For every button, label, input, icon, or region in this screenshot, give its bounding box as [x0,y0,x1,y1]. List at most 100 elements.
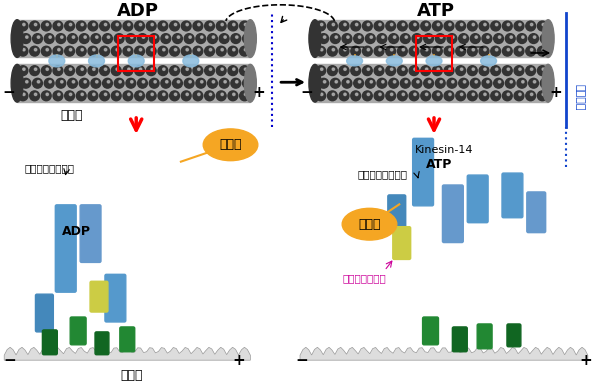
Circle shape [65,91,74,101]
Circle shape [391,93,393,95]
Circle shape [95,36,98,38]
Circle shape [81,93,83,95]
Circle shape [34,23,37,26]
Circle shape [231,78,241,88]
Circle shape [370,36,373,38]
Circle shape [112,46,121,56]
Circle shape [529,33,538,44]
Circle shape [351,46,361,56]
Circle shape [186,93,188,95]
Circle shape [208,33,217,44]
Text: ADP: ADP [62,224,91,238]
Circle shape [100,21,109,31]
Circle shape [437,68,440,70]
Circle shape [316,21,326,31]
Circle shape [228,91,238,101]
Circle shape [146,21,156,31]
Text: −: − [296,353,308,368]
Circle shape [104,68,107,70]
Circle shape [49,36,52,38]
Text: +: + [252,85,265,100]
Circle shape [505,33,515,44]
Circle shape [224,36,226,38]
Circle shape [181,46,191,56]
Circle shape [456,21,466,31]
Circle shape [316,91,326,101]
Circle shape [46,68,49,70]
Circle shape [119,36,121,38]
Circle shape [332,49,335,51]
Circle shape [344,49,346,51]
Circle shape [131,80,133,83]
Circle shape [137,78,148,88]
Circle shape [358,36,361,38]
Circle shape [228,66,238,75]
Circle shape [134,21,145,31]
Circle shape [46,93,49,95]
Circle shape [514,66,524,75]
Circle shape [217,21,226,31]
Circle shape [374,66,384,75]
Circle shape [193,66,203,75]
Circle shape [526,21,536,31]
Circle shape [209,68,212,70]
Circle shape [389,33,398,44]
Circle shape [197,68,200,70]
Circle shape [397,91,407,101]
Circle shape [444,91,454,101]
Circle shape [103,33,112,44]
Circle shape [391,68,393,70]
Circle shape [205,46,214,56]
Circle shape [358,80,361,83]
Circle shape [533,36,536,38]
Circle shape [412,33,422,44]
Circle shape [104,93,107,95]
Ellipse shape [481,56,497,66]
Circle shape [177,80,179,83]
Ellipse shape [347,56,362,66]
Circle shape [233,93,235,95]
Circle shape [128,93,130,95]
Circle shape [499,80,501,83]
Circle shape [374,21,384,31]
Circle shape [391,23,393,26]
Circle shape [186,68,188,70]
Circle shape [163,49,165,51]
Circle shape [382,80,384,83]
Circle shape [519,23,521,26]
Circle shape [84,80,86,83]
Circle shape [484,23,486,26]
Circle shape [362,46,372,56]
Circle shape [228,46,238,56]
Circle shape [421,66,431,75]
Circle shape [409,21,419,31]
Circle shape [533,80,536,83]
Circle shape [79,78,89,88]
Circle shape [142,80,145,83]
Text: カーゴ: カーゴ [358,218,381,231]
Circle shape [184,33,194,44]
Circle shape [242,33,253,44]
Circle shape [367,49,370,51]
Circle shape [319,33,329,44]
Circle shape [510,36,512,38]
Circle shape [58,49,60,51]
Circle shape [355,23,358,26]
Circle shape [538,46,547,56]
Circle shape [161,78,171,88]
Circle shape [163,23,165,26]
Circle shape [517,78,527,88]
Circle shape [344,23,346,26]
Circle shape [221,93,223,95]
Circle shape [154,36,157,38]
Circle shape [538,91,547,101]
Circle shape [402,93,404,95]
Circle shape [175,49,177,51]
Circle shape [158,66,168,75]
Circle shape [449,68,451,70]
Circle shape [467,21,477,31]
Circle shape [29,46,40,56]
Circle shape [377,33,387,44]
Circle shape [116,68,118,70]
Circle shape [394,80,396,83]
